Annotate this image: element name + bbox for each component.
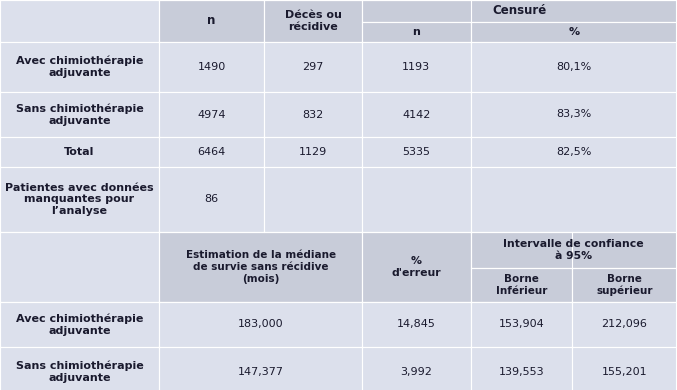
Bar xyxy=(362,232,471,302)
Bar xyxy=(159,347,362,390)
Bar xyxy=(0,232,159,302)
Text: n: n xyxy=(207,14,216,28)
Bar xyxy=(572,302,677,347)
Bar xyxy=(362,42,471,92)
Text: 83,3%: 83,3% xyxy=(556,110,592,119)
Text: Borne
supérieur: Borne supérieur xyxy=(596,274,653,296)
Bar xyxy=(264,42,362,92)
Bar xyxy=(471,137,677,167)
Text: Sans chimiothérapie
adjuvante: Sans chimiothérapie adjuvante xyxy=(16,103,144,126)
Text: 5335: 5335 xyxy=(402,147,431,157)
Text: 6464: 6464 xyxy=(198,147,225,157)
Bar xyxy=(572,347,677,390)
Bar xyxy=(362,302,471,347)
Text: 832: 832 xyxy=(303,110,324,119)
Text: Intervalle de confiance
à 95%: Intervalle de confiance à 95% xyxy=(504,239,644,261)
Text: Estimation de la médiane
de survie sans récidive
(mois): Estimation de la médiane de survie sans … xyxy=(185,250,336,284)
Bar xyxy=(264,92,362,137)
Bar xyxy=(362,92,471,137)
Text: 86: 86 xyxy=(204,195,219,204)
Bar xyxy=(159,92,264,137)
Bar xyxy=(471,167,677,232)
Bar xyxy=(159,0,264,42)
Bar xyxy=(159,167,264,232)
Text: 183,000: 183,000 xyxy=(238,319,284,330)
Text: 153,904: 153,904 xyxy=(498,319,544,330)
Bar xyxy=(471,92,677,137)
Bar xyxy=(159,137,264,167)
Bar xyxy=(362,347,471,390)
Bar xyxy=(0,92,159,137)
Text: 4142: 4142 xyxy=(402,110,431,119)
Bar xyxy=(362,0,677,22)
Bar xyxy=(471,42,677,92)
Text: 3,992: 3,992 xyxy=(400,367,433,377)
Text: 14,845: 14,845 xyxy=(397,319,436,330)
Bar xyxy=(0,0,159,42)
Text: 212,096: 212,096 xyxy=(602,319,647,330)
Bar xyxy=(362,22,471,42)
Bar xyxy=(264,0,362,42)
Text: 147,377: 147,377 xyxy=(238,367,284,377)
Text: 139,553: 139,553 xyxy=(498,367,544,377)
Bar xyxy=(471,347,572,390)
Bar xyxy=(471,302,572,347)
Bar xyxy=(471,232,677,268)
Bar xyxy=(264,167,362,232)
Text: n: n xyxy=(412,27,420,37)
Text: 155,201: 155,201 xyxy=(602,367,647,377)
Text: 1490: 1490 xyxy=(198,62,225,72)
Text: Avec chimiothérapie
adjuvante: Avec chimiothérapie adjuvante xyxy=(16,56,144,78)
Bar xyxy=(0,42,159,92)
Text: 1193: 1193 xyxy=(402,62,431,72)
Bar xyxy=(471,268,572,302)
Bar xyxy=(362,137,471,167)
Text: 1129: 1129 xyxy=(299,147,327,157)
Text: 297: 297 xyxy=(303,62,324,72)
Text: Censuré: Censuré xyxy=(492,4,547,18)
Text: Sans chimiothérapie
adjuvante: Sans chimiothérapie adjuvante xyxy=(16,361,144,383)
Bar xyxy=(362,167,471,232)
Bar xyxy=(471,22,677,42)
Bar xyxy=(0,167,159,232)
Text: %: % xyxy=(568,27,580,37)
Text: %
d'erreur: % d'erreur xyxy=(391,256,441,278)
Bar xyxy=(572,268,677,302)
Bar xyxy=(0,347,159,390)
Text: 82,5%: 82,5% xyxy=(556,147,592,157)
Text: 4974: 4974 xyxy=(197,110,226,119)
Text: Total: Total xyxy=(64,147,95,157)
Bar xyxy=(0,137,159,167)
Bar xyxy=(0,302,159,347)
Bar xyxy=(159,302,362,347)
Text: Avec chimiothérapie
adjuvante: Avec chimiothérapie adjuvante xyxy=(16,314,144,335)
Text: 80,1%: 80,1% xyxy=(556,62,592,72)
Bar xyxy=(159,232,362,302)
Bar xyxy=(159,42,264,92)
Bar xyxy=(264,137,362,167)
Text: Patientes avec données
manquantes pour
l’analyse: Patientes avec données manquantes pour l… xyxy=(5,183,154,216)
Text: Décès ou
récidive: Décès ou récidive xyxy=(284,10,342,32)
Text: Borne
Inférieur: Borne Inférieur xyxy=(496,275,547,296)
